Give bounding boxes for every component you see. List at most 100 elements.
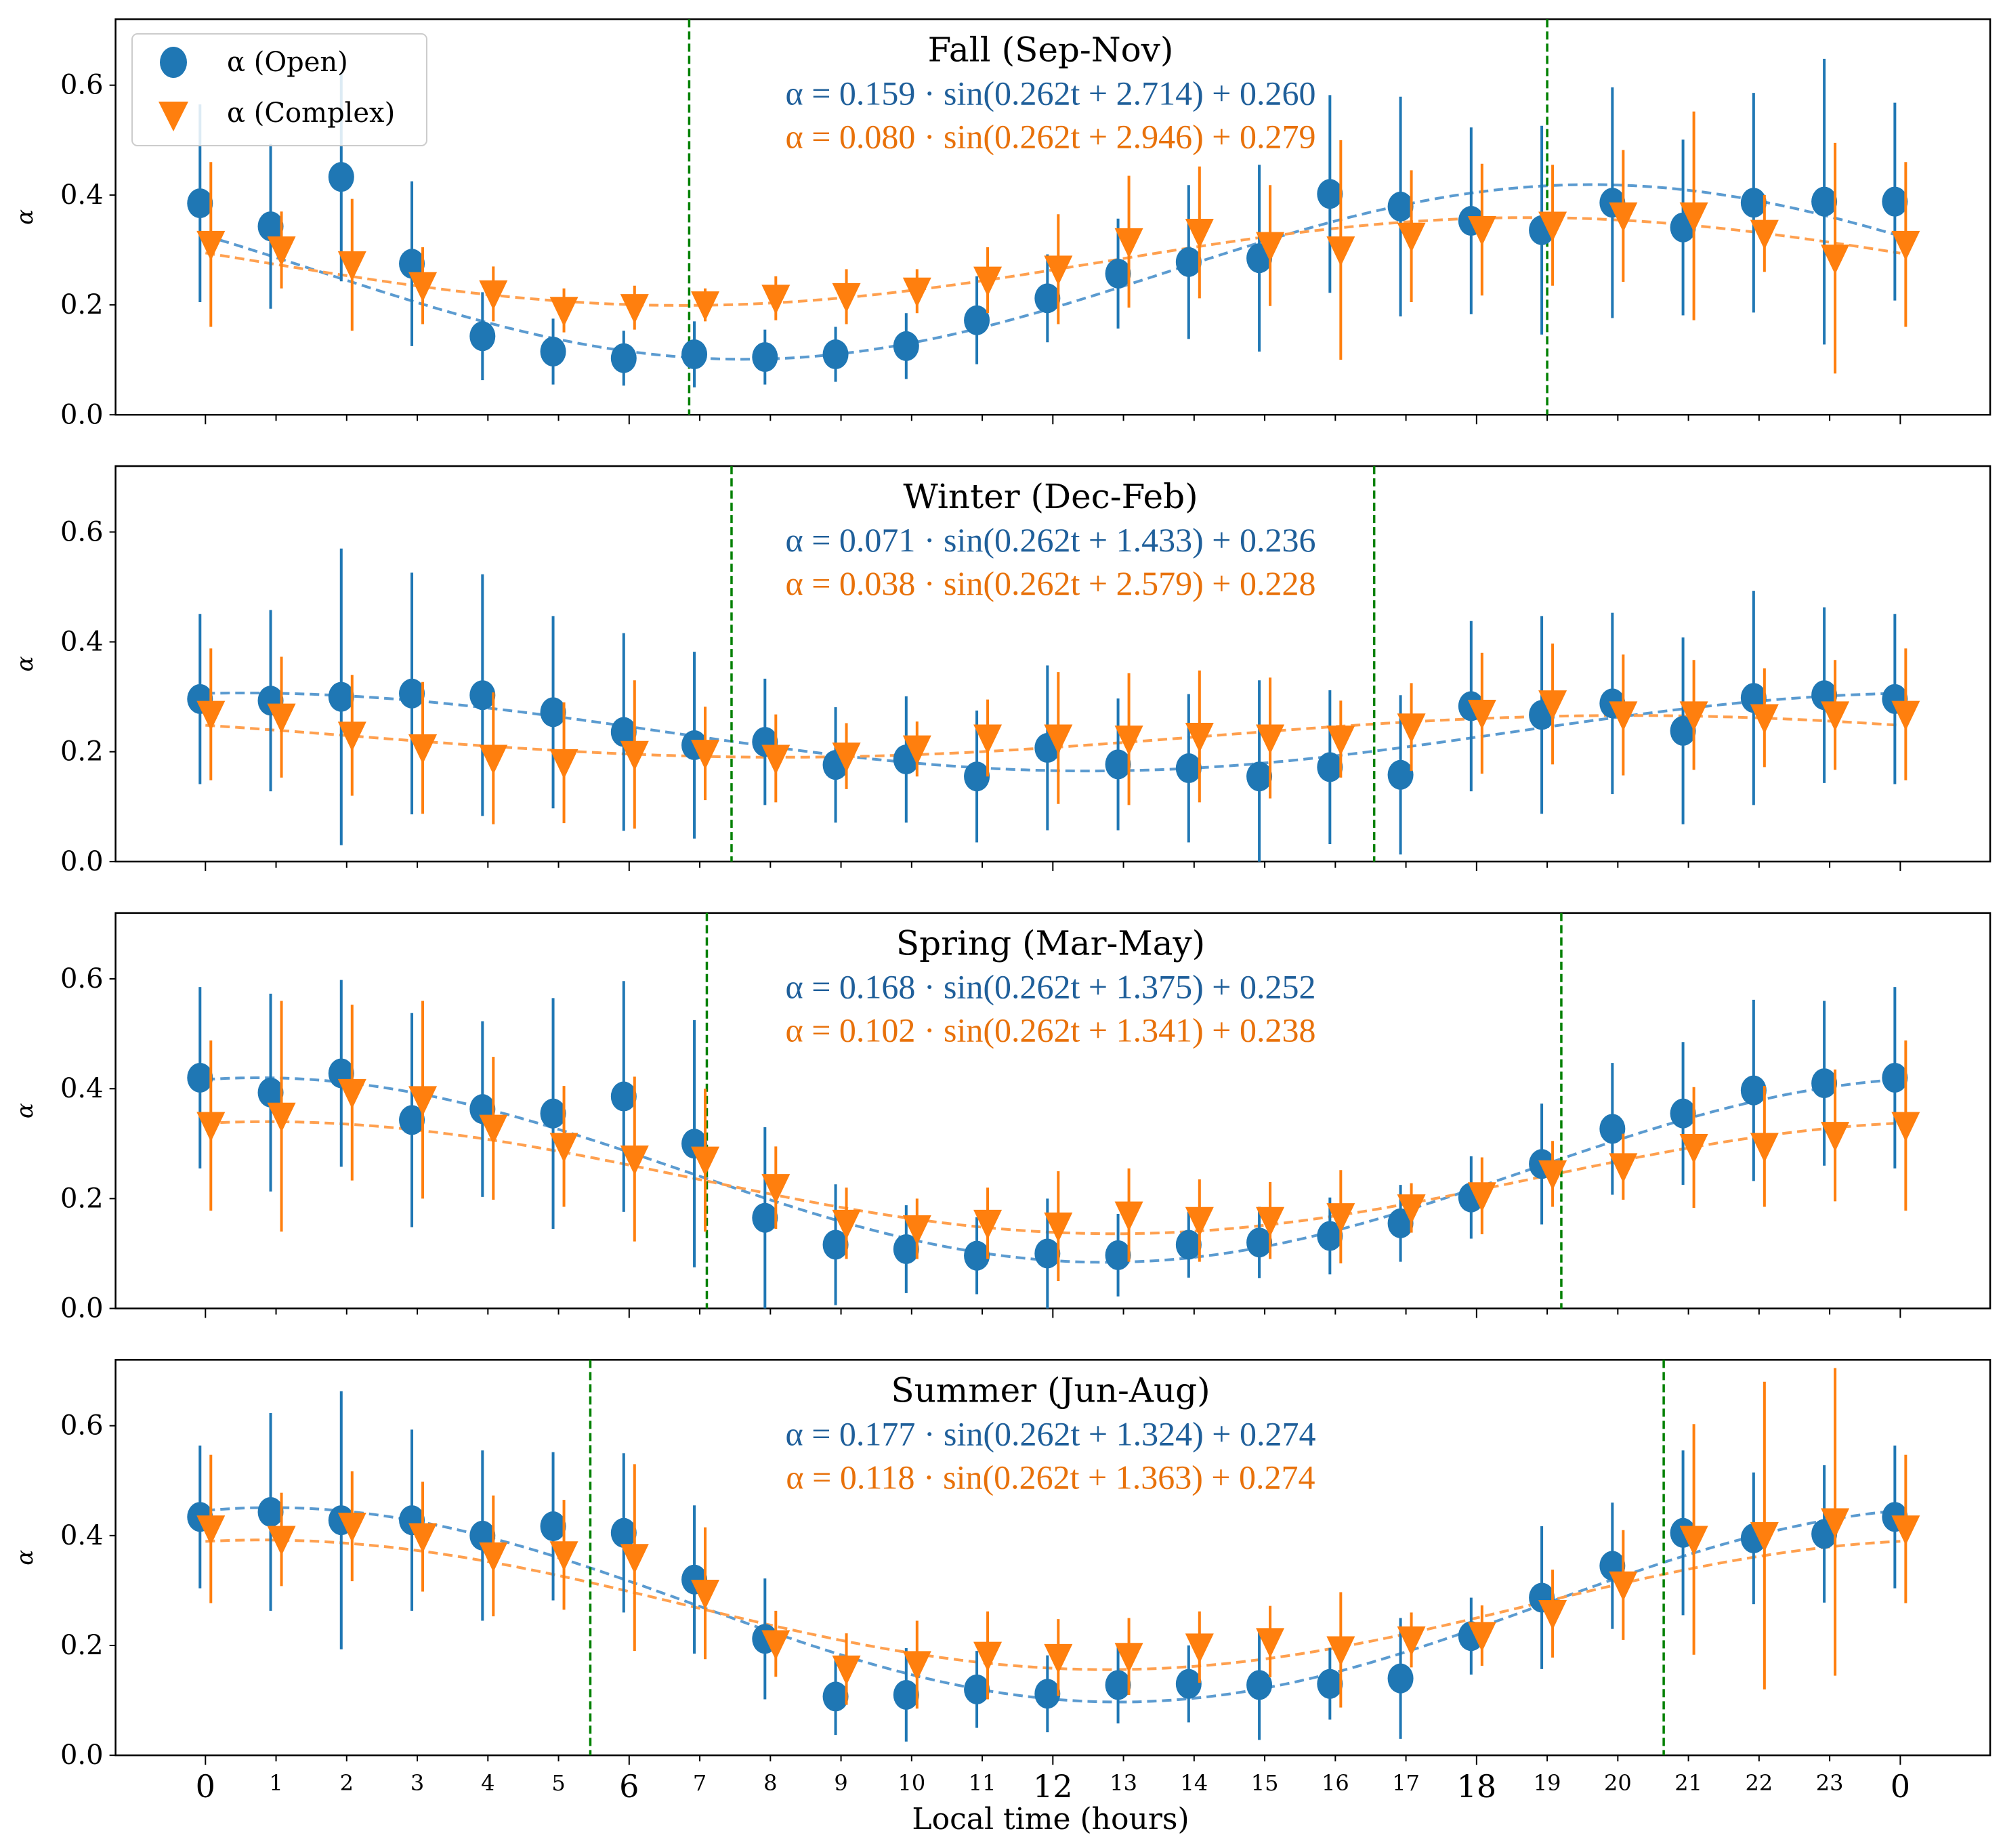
x-tick-label: 8	[763, 1770, 777, 1796]
data-point-complex	[267, 1526, 296, 1556]
data-point-open	[1317, 752, 1343, 782]
data-point-complex	[1326, 1636, 1355, 1666]
data-point-open	[540, 1098, 566, 1129]
data-point-open	[964, 1240, 990, 1271]
data-point-open	[1387, 1208, 1414, 1238]
data-point-open	[1246, 761, 1273, 792]
data-point-open	[257, 211, 284, 242]
x-tick-label: 15	[1251, 1770, 1279, 1796]
data-point-complex	[1538, 211, 1567, 242]
data-point-complex	[1467, 1622, 1496, 1652]
data-point-complex	[1185, 1206, 1214, 1237]
data-point-complex	[1891, 230, 1920, 261]
panel-2: 0.0 0.2 0.4 0.6 α Spring (Mar-May) α = 0.168 ·…	[12, 912, 1991, 1324]
data-point-complex	[1114, 228, 1143, 258]
data-point-complex	[1185, 723, 1214, 753]
data-point-complex	[196, 230, 226, 261]
data-point-complex	[1679, 1526, 1708, 1556]
y-tick-label: 0.4	[60, 180, 104, 211]
data-point-complex	[479, 280, 508, 310]
x-tick-label: 18	[1457, 1768, 1497, 1805]
data-point-open	[1105, 749, 1131, 780]
y-tick-label: 0.6	[60, 1410, 104, 1442]
data-point-complex	[620, 1145, 649, 1175]
data-point-complex	[408, 272, 438, 302]
data-point-complex	[1679, 202, 1708, 232]
panel-title: Summer (Jun-Aug)	[891, 1370, 1210, 1410]
y-tick-label: 0.2	[60, 736, 104, 768]
data-point-complex	[1044, 255, 1073, 286]
data-point-complex	[479, 744, 508, 775]
data-point-open	[187, 1062, 213, 1093]
data-point-complex	[902, 277, 931, 308]
y-tick-label: 0.2	[60, 1183, 104, 1214]
data-point-complex	[408, 1086, 438, 1116]
data-point-complex	[1679, 1133, 1708, 1164]
data-point-complex	[761, 1174, 790, 1204]
data-point-complex	[337, 251, 366, 281]
panel-title: Fall (Sep-Nov)	[928, 30, 1174, 69]
y-axis-label: α	[12, 656, 39, 671]
data-point-open	[893, 331, 919, 361]
data-point-complex	[902, 1651, 931, 1681]
legend-marker-open	[160, 47, 187, 78]
data-point-open	[1175, 247, 1202, 277]
data-point-complex	[1467, 1182, 1496, 1213]
data-point-complex	[1538, 690, 1567, 721]
data-point-complex	[973, 724, 1003, 755]
data-point-complex	[196, 1515, 226, 1546]
data-point-open	[1740, 188, 1767, 218]
data-point-open	[752, 342, 778, 373]
y-tick-label: 0.4	[60, 627, 104, 658]
data-point-complex	[337, 1513, 366, 1543]
x-tick-label: 4	[481, 1770, 494, 1796]
data-point-complex	[1044, 1212, 1073, 1242]
data-point-complex	[1397, 222, 1426, 253]
data-point-complex	[1256, 1628, 1285, 1658]
data-point-open	[1599, 1114, 1626, 1144]
x-tick-label: 5	[551, 1770, 565, 1796]
data-point-complex	[973, 1209, 1003, 1240]
data-point-open	[681, 339, 708, 370]
data-point-complex	[267, 236, 296, 266]
data-point-open	[964, 305, 990, 335]
x-axis-label: Local time (hours)	[912, 1802, 1189, 1836]
data-point-open	[399, 678, 425, 709]
data-point-complex	[1114, 726, 1143, 756]
data-point-complex	[1467, 215, 1496, 246]
data-point-complex	[1891, 700, 1920, 731]
data-point-open	[1105, 258, 1131, 289]
data-point-complex	[973, 1641, 1003, 1672]
data-point-complex	[1185, 1633, 1214, 1664]
x-tick-label: 0	[196, 1768, 215, 1805]
x-tick-label: 3	[410, 1770, 424, 1796]
data-point-open	[893, 1234, 919, 1264]
x-tick-label: 6	[619, 1768, 639, 1805]
data-point-complex	[973, 266, 1003, 297]
data-point-complex	[691, 740, 720, 770]
x-tick-label: 20	[1604, 1770, 1632, 1796]
data-point-open	[1175, 1668, 1202, 1699]
panel-title: Spring (Mar-May)	[896, 924, 1205, 963]
x-tick-label: 10	[898, 1770, 925, 1796]
data-point-open	[1387, 191, 1414, 222]
x-tick-label: 1	[269, 1770, 282, 1796]
data-point-open	[540, 697, 566, 728]
x-tick-label: 13	[1110, 1770, 1137, 1796]
data-point-complex	[408, 734, 438, 765]
data-point-open	[399, 1105, 425, 1135]
panel-1: 0.0 0.2 0.4 0.6 α Winter (Dec-Feb) α = 0.071 ·…	[12, 465, 1991, 877]
data-point-open	[1034, 1679, 1061, 1709]
data-point-open	[328, 681, 354, 712]
fit-equation-open: α = 0.168 · sin(0.262t + 1.375) + 0.252	[786, 968, 1316, 1006]
data-point-complex	[267, 1102, 296, 1133]
data-point-complex	[408, 1523, 438, 1553]
data-point-complex	[196, 700, 226, 731]
data-point-complex	[902, 1215, 931, 1245]
data-point-open	[893, 1679, 919, 1710]
y-tick-label: 0.2	[60, 1630, 104, 1661]
data-point-open	[1670, 1098, 1696, 1129]
y-tick-label: 0.4	[60, 1073, 104, 1104]
data-point-open	[1317, 1221, 1343, 1251]
data-point-open	[1811, 186, 1838, 217]
